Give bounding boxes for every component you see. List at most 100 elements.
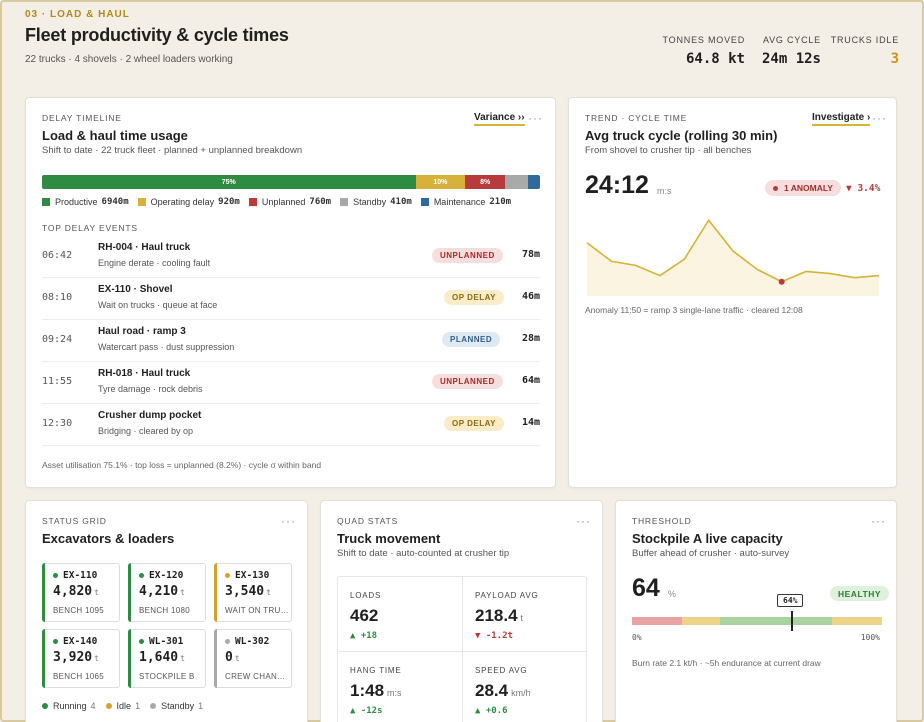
axis-min-label: 0%: [632, 633, 642, 642]
stat-label: HANG TIME: [350, 666, 402, 675]
equipment-location: BENCH 1065: [53, 672, 105, 681]
card-menu-button[interactable]: ···: [576, 514, 591, 528]
legend-dot-icon: [150, 703, 157, 709]
event-time: 09:24: [42, 334, 73, 345]
card-menu-button[interactable]: ···: [872, 111, 887, 125]
card-title: Truck movement: [337, 531, 441, 546]
event-badge: UNPLANNED: [432, 374, 503, 389]
axis-max-label: 100%: [860, 633, 880, 642]
legend-value: 410m: [390, 197, 412, 207]
event-badge: UNPLANNED: [432, 248, 503, 263]
kpi-tonnes-moved: TONNES MOVED 64.8 kt: [663, 35, 745, 67]
status-stripe: [128, 563, 131, 622]
card-kicker: STATUS GRID: [42, 516, 107, 526]
legend-label: Operating delay: [150, 197, 215, 207]
status-legend-item: Idle 1: [105, 701, 141, 711]
stats-grid: LOADS 462 ▲ +18 PAYLOAD AVG 218.4 t ▼ -1.2t HAN…: [337, 576, 587, 722]
equipment-tile[interactable]: WL-301 1,640 t STOCKPILE B: [128, 629, 206, 688]
event-description: Engine derate · cooling fault: [98, 258, 211, 268]
equipment-id: WL-301: [139, 636, 183, 647]
status-stripe: [214, 563, 217, 622]
card-kicker: QUAD STATS: [337, 516, 399, 526]
stat-value: 218.4 t: [475, 606, 524, 625]
cycle-trend-chart: [586, 218, 880, 296]
delay-event-row[interactable]: 09:24 Haul road · ramp 3 Watercart pass · …: [42, 320, 540, 362]
grid-divider: [462, 577, 463, 722]
legend-swatch: [137, 198, 146, 206]
capacity-marker-label: 64%: [777, 594, 804, 607]
event-title: EX-110 · Shovel: [98, 284, 173, 295]
bar-segment: 10%: [415, 175, 466, 189]
equipment-tile[interactable]: EX-110 4,820 t BENCH 1095: [42, 563, 120, 622]
stat-cell: SPEED AVG 28.4 km/h ▲ +0.6: [463, 652, 587, 722]
event-duration: 14m: [521, 417, 540, 428]
trend-area: [587, 220, 879, 296]
status-stripe: [42, 629, 45, 688]
event-description: Watercart pass · dust suppression: [98, 342, 235, 352]
health-badge: HEALTHY: [830, 586, 890, 601]
card-menu-button[interactable]: ···: [528, 111, 543, 125]
capacity-value: 64: [632, 574, 660, 602]
equipment-tile[interactable]: WL-302 0 t CREW CHANGE: [214, 629, 292, 688]
cycle-trend-card: TREND · CYCLE TIME Avg truck cycle (roll…: [568, 97, 897, 488]
legend-swatch: [248, 198, 257, 206]
delay-event-row[interactable]: 06:42 RH-004 · Haul truck Engine derate · …: [42, 236, 540, 278]
event-description: Tyre damage · rock debris: [98, 384, 203, 394]
capacity-unit: %: [668, 589, 677, 599]
event-duration: 64m: [521, 375, 540, 386]
legend-swatch: [420, 198, 429, 206]
status-dot-icon: [139, 573, 144, 578]
event-title: RH-004 · Haul truck: [98, 242, 191, 253]
kpi-value: 3: [890, 51, 899, 67]
event-badge: OP DELAY: [444, 290, 505, 305]
card-subtitle: Buffer ahead of crusher · auto-survey: [632, 548, 790, 559]
legend-count: 1: [198, 701, 204, 711]
stat-label: PAYLOAD AVG: [475, 591, 539, 600]
card-title: Load & haul time usage: [42, 128, 188, 143]
delay-event-row[interactable]: 11:55 RH-018 · Haul truck Tyre damage · ro…: [42, 362, 540, 404]
page-subtitle: 22 trucks · 4 shovels · 2 wheel loaders …: [25, 54, 233, 65]
investigate-link[interactable]: Investigate ›: [812, 112, 871, 126]
equipment-tile[interactable]: EX-120 4,210 t BENCH 1080: [128, 563, 206, 622]
legend-label: Idle: [116, 701, 132, 711]
section-kicker: 03 · LOAD & HAUL: [25, 9, 130, 20]
stat-delta: ▲ -12s: [350, 706, 383, 716]
event-title: RH-018 · Haul truck: [98, 368, 191, 379]
variance-link[interactable]: Variance ››: [474, 112, 525, 126]
delay-timeline-card: DELAY TIMELINE Load & haul time usage Sh…: [25, 97, 556, 488]
legend-dot-icon: [42, 703, 48, 709]
legend-label: Running: [53, 701, 87, 711]
capacity-marker: [791, 611, 793, 631]
threshold-card: THRESHOLD Stockpile A live capacity Buff…: [615, 500, 897, 722]
event-time: 11:55: [42, 376, 73, 387]
stat-label: LOADS: [350, 591, 382, 600]
card-menu-button[interactable]: ···: [871, 514, 886, 528]
equipment-id: EX-120: [139, 570, 183, 581]
stat-cell: HANG TIME 1:48 m:s ▲ -12s: [338, 652, 462, 722]
legend-label: Unplanned: [261, 197, 306, 207]
card-kicker: DELAY TIMELINE: [42, 113, 122, 123]
event-description: Wait on trucks · queue at face: [98, 300, 218, 310]
status-dot-icon: [225, 573, 230, 578]
card-kicker: TREND · CYCLE TIME: [585, 113, 688, 123]
kpi-label: TRUCKS IDLE: [830, 35, 899, 45]
delay-event-row[interactable]: 08:10 EX-110 · Shovel Wait on trucks · que…: [42, 278, 540, 320]
event-time: 06:42: [42, 250, 73, 261]
anomaly-label: 1 ANOMALY: [784, 183, 833, 193]
delay-event-row[interactable]: 12:30 Crusher dump pocket Bridging · clear…: [42, 404, 540, 446]
status-dot-icon: [53, 573, 58, 578]
equipment-id: EX-130: [225, 570, 269, 581]
equipment-location: STOCKPILE B: [139, 672, 195, 681]
card-menu-button[interactable]: ···: [281, 514, 296, 528]
chart-footer: Anomaly 11:50 = ramp 3 single-lane traff…: [585, 305, 803, 315]
anomaly-point[interactable]: [778, 278, 785, 285]
legend-count: 1: [135, 701, 141, 711]
anomaly-badge[interactable]: 1 ANOMALY: [765, 180, 841, 196]
equipment-tile[interactable]: EX-140 3,920 t BENCH 1065: [42, 629, 120, 688]
status-dot-icon: [225, 639, 230, 644]
kpi-value: 64.8 kt: [685, 51, 745, 67]
card-footer: Burn rate 2.1 kt/h · ~5h endurance at cu…: [632, 658, 821, 668]
event-duration: 28m: [521, 333, 540, 344]
